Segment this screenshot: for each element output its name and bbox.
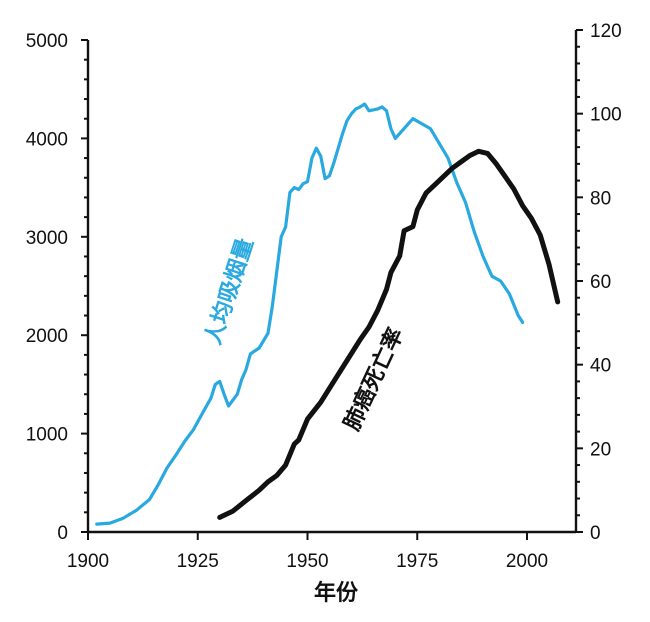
- x-tick-label: 2000: [506, 551, 548, 572]
- y-right-tick-label: 60: [590, 272, 611, 293]
- y-right-tick-label: 20: [590, 439, 611, 460]
- x-tick-label: 1900: [67, 551, 109, 572]
- y-left-tick-label: 4000: [26, 129, 68, 150]
- x-tick-label: 1950: [286, 551, 328, 572]
- y-right-tick-label: 80: [590, 188, 611, 209]
- series-label-lung-cancer: 肺癌死亡率: [339, 324, 409, 435]
- axes: 0 1000 2000 3000 4000 5000 0 20 40 60 80 100 120 1900…: [26, 21, 622, 572]
- series-line-lung-cancer: [217, 148, 561, 520]
- y-right-tick-label: 100: [590, 105, 622, 126]
- x-tick-label: 1975: [396, 551, 438, 572]
- y-right-tick-label: 120: [590, 21, 622, 42]
- y-left-tick-label: 1000: [26, 425, 68, 446]
- series-line-smoking: [95, 102, 525, 526]
- x-axis-label: 年份: [314, 580, 359, 606]
- y-left-tick-label: 2000: [26, 326, 68, 347]
- y-left-tick-label: 3000: [26, 228, 68, 249]
- series-label-smoking: 人均吸烟量: [200, 235, 259, 348]
- y-left-tick-label: 5000: [26, 31, 68, 52]
- y-left-tick-label: 0: [57, 523, 68, 544]
- x-tick-label: 1925: [177, 551, 219, 572]
- series-lines: [95, 102, 561, 526]
- y-right-tick-label: 0: [590, 523, 601, 544]
- y-right-tick-label: 40: [590, 356, 611, 377]
